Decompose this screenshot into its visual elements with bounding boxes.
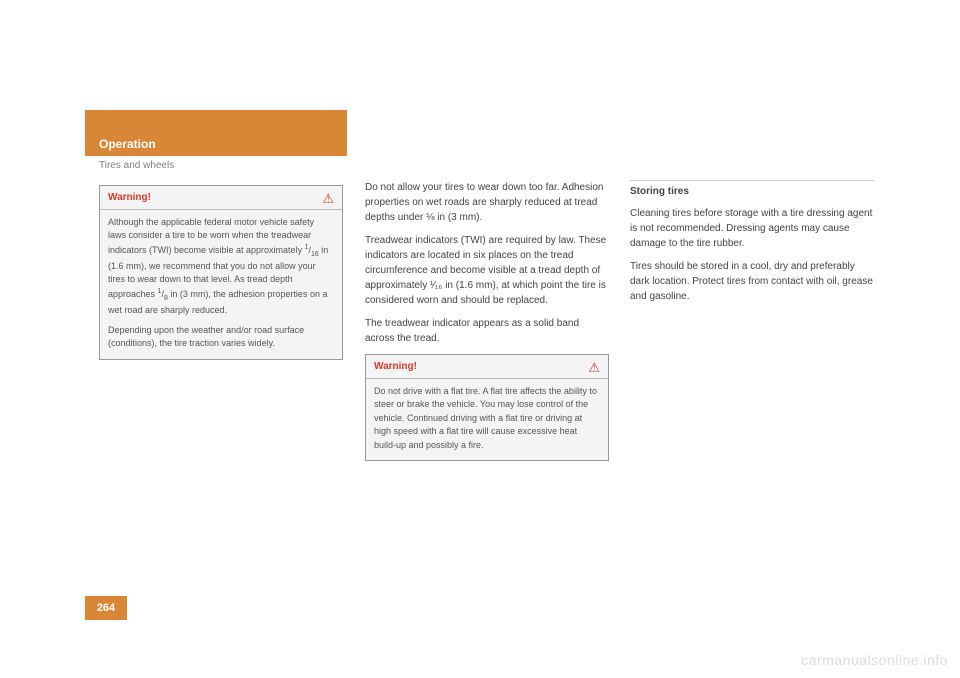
body-paragraph: Cleaning tires before storage with a tir… <box>630 206 874 251</box>
watermark: carmanualsonline.info <box>801 652 948 668</box>
warning-triangle-icon: ⚠ <box>588 361 600 374</box>
section-divider <box>630 180 874 181</box>
warning-body: Although the applicable federal motor ve… <box>100 210 342 359</box>
warning-label: Warning! <box>108 191 151 206</box>
page-number: 264 <box>97 602 115 614</box>
body-paragraph: Treadwear indicators (TWI) are required … <box>365 233 609 308</box>
body-paragraph: Do not allow your tires to wear down too… <box>365 180 609 225</box>
manual-page: Operation Tires and wheels Warning! ⚠ Al… <box>85 60 875 620</box>
warning-box-flat-tire: Warning! ⚠ Do not drive with a flat tire… <box>365 354 609 461</box>
column-3: Storing tires Cleaning tires before stor… <box>630 180 874 312</box>
section-heading: Storing tires <box>630 185 874 200</box>
warning-paragraph: Depending upon the weather and/or road s… <box>108 324 334 351</box>
section-subtitle: Tires and wheels <box>99 160 174 171</box>
body-paragraph: Tires should be stored in a cool, dry an… <box>630 259 874 304</box>
warning-paragraph: Although the applicable federal motor ve… <box>108 216 334 318</box>
warning-triangle-icon: ⚠ <box>322 192 334 205</box>
fraction-numerator: 1 <box>305 244 309 251</box>
fraction-denominator: 16 <box>311 250 319 257</box>
section-header-bar: Operation <box>85 110 347 156</box>
section-title: Operation <box>99 137 156 151</box>
warning-header: Warning! ⚠ <box>366 355 608 379</box>
fraction-numerator: 1 <box>158 288 162 295</box>
text-fragment: Although the applicable federal motor ve… <box>108 217 314 255</box>
body-paragraph: The treadwear indicator appears as a sol… <box>365 316 609 346</box>
column-1: Warning! ⚠ Although the applicable feder… <box>99 185 343 370</box>
warning-paragraph: Do not drive with a flat tire. A flat ti… <box>374 385 600 453</box>
warning-header: Warning! ⚠ <box>100 186 342 210</box>
column-2: Do not allow your tires to wear down too… <box>365 180 609 471</box>
warning-label: Warning! <box>374 360 417 375</box>
page-number-tab: 264 <box>85 596 127 620</box>
warning-body: Do not drive with a flat tire. A flat ti… <box>366 379 608 461</box>
warning-box-tread: Warning! ⚠ Although the applicable feder… <box>99 185 343 360</box>
